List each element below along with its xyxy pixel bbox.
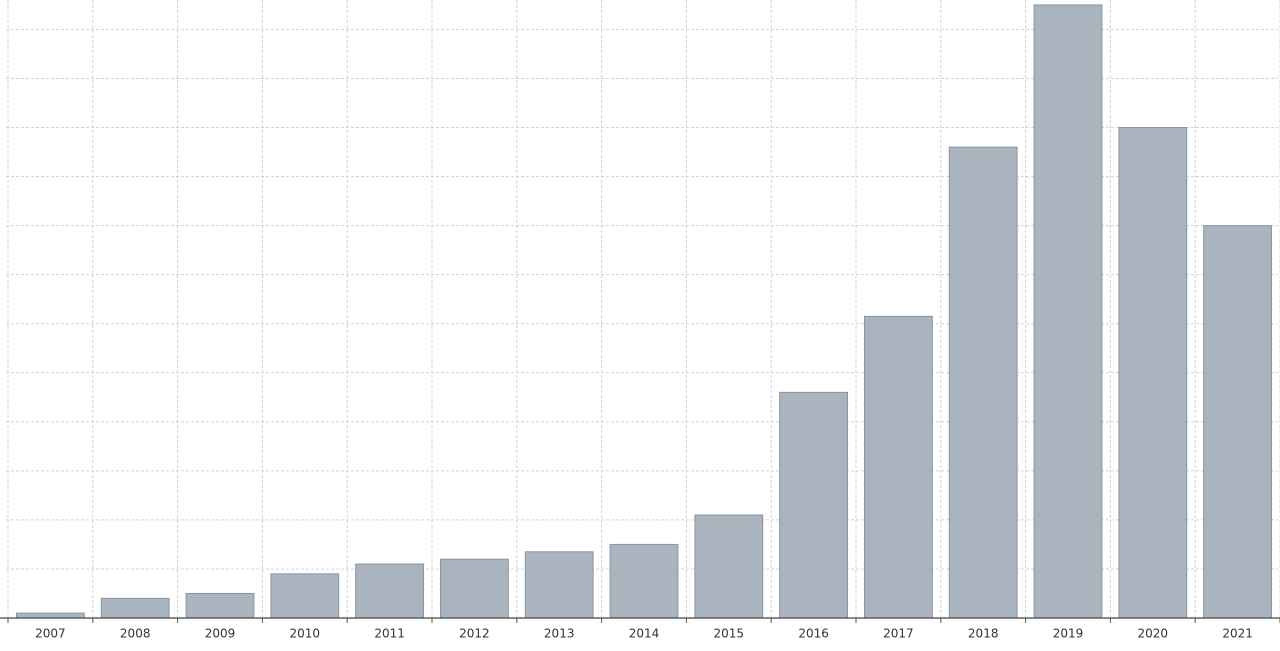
x-tick-label: 2020 — [1138, 627, 1169, 641]
x-tick-label: 2016 — [798, 627, 829, 641]
bar — [1033, 4, 1103, 619]
x-tick-label: 2021 — [1222, 627, 1253, 641]
bar — [355, 563, 425, 619]
bar — [185, 592, 255, 619]
x-tick-label: 2010 — [290, 627, 321, 641]
bar — [439, 558, 509, 619]
bar — [100, 597, 170, 619]
x-tick-label: 2007 — [35, 627, 66, 641]
bar — [15, 612, 85, 619]
bar — [270, 573, 340, 619]
x-tick-label: 2019 — [1053, 627, 1084, 641]
x-tick-label: 2018 — [968, 627, 999, 641]
bar — [1203, 225, 1273, 619]
x-tick-label: 2008 — [120, 627, 151, 641]
x-tick-label: 2013 — [544, 627, 575, 641]
bar — [694, 514, 764, 619]
bar — [863, 315, 933, 619]
bar — [524, 551, 594, 619]
x-tick-label: 2017 — [883, 627, 914, 641]
x-tick-label: 2011 — [374, 627, 405, 641]
bar — [1118, 127, 1188, 619]
bar — [948, 146, 1018, 619]
bar — [779, 391, 849, 619]
x-tick-label: 2009 — [205, 627, 236, 641]
x-tick-label: 2015 — [714, 627, 745, 641]
x-tick-label: 2014 — [629, 627, 660, 641]
x-tick-label: 2012 — [459, 627, 490, 641]
bar — [609, 543, 679, 619]
